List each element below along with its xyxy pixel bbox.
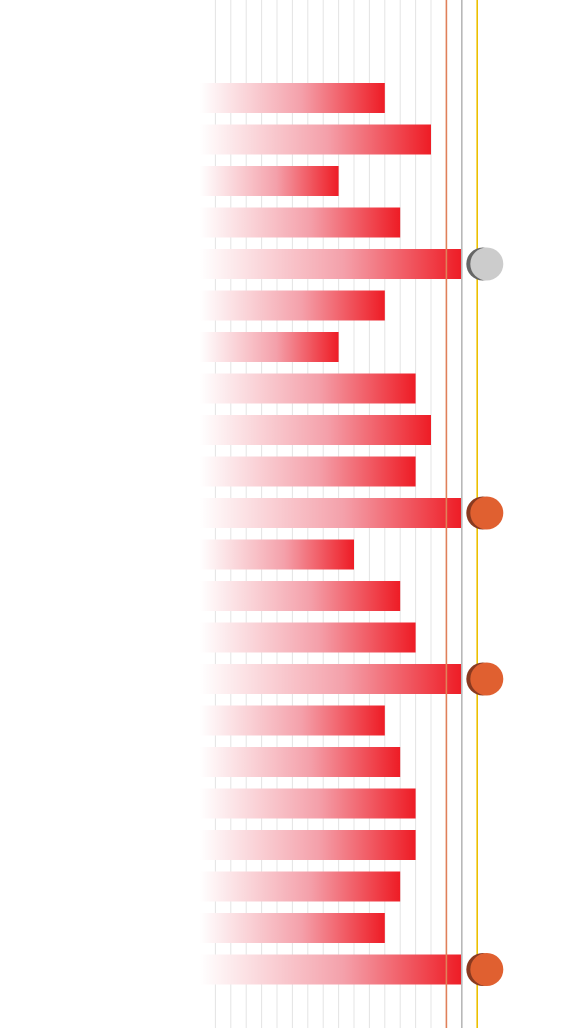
bar-10 <box>200 498 462 528</box>
bar-9 <box>200 456 416 487</box>
marker-3 <box>466 953 504 986</box>
bars <box>200 83 462 985</box>
bar-2 <box>200 166 339 196</box>
bar-7 <box>200 373 416 404</box>
marker-2 <box>466 662 504 696</box>
bar-1 <box>200 124 431 155</box>
marker-1 <box>466 496 504 530</box>
marker-dot-2 <box>470 662 504 696</box>
bar-13 <box>200 622 416 653</box>
bar-11 <box>200 539 354 570</box>
bar-20 <box>200 913 385 943</box>
marker-0 <box>466 247 504 281</box>
bar-14 <box>200 664 462 694</box>
bar-0 <box>200 83 385 113</box>
marker-dot-1 <box>470 496 504 530</box>
bar-4 <box>200 249 462 279</box>
bar-3 <box>200 207 401 238</box>
bar-15 <box>200 705 385 736</box>
bar-21 <box>200 954 462 985</box>
bar-16 <box>200 747 401 777</box>
bar-8 <box>200 415 431 445</box>
marker-dot-0 <box>470 247 504 281</box>
marker-dot-3 <box>470 953 504 986</box>
bar-17 <box>200 788 416 819</box>
bar-19 <box>200 871 401 902</box>
markers <box>466 247 504 986</box>
bar-18 <box>200 830 416 860</box>
bar-12 <box>200 581 401 611</box>
bar-5 <box>200 290 385 321</box>
bar-6 <box>200 332 339 362</box>
